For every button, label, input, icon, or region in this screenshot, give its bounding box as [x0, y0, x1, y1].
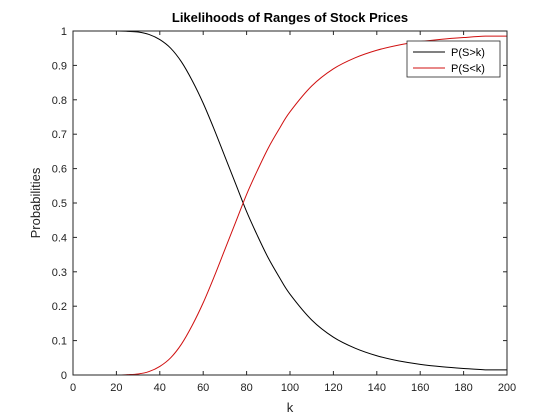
x-tick-label: 0 — [70, 382, 76, 394]
x-tick-label: 80 — [240, 382, 252, 394]
y-tick-label: 0 — [61, 370, 67, 382]
x-tick-label: 180 — [454, 382, 472, 394]
legend-label-series-2: P(S<k) — [451, 63, 485, 75]
y-tick-label: 0.7 — [52, 129, 67, 141]
series-line-2 — [73, 35, 508, 376]
series-line-1 — [73, 30, 508, 371]
series-layer — [73, 30, 508, 376]
y-tick-label: 0.8 — [52, 95, 67, 107]
y-tick-label: 0.6 — [52, 164, 67, 176]
legend: P(S>k) P(S<k) — [406, 40, 501, 78]
legend-box — [406, 40, 501, 78]
y-ticks: 0 0.1 0.2 0.3 0.4 0.5 0.6 0.7 0.8 0.9 1 — [52, 26, 507, 382]
y-axis-label: Probabilities — [28, 167, 43, 238]
x-axis-label: k — [287, 400, 294, 415]
x-tick-label: 120 — [324, 382, 342, 394]
x-tick-label: 140 — [368, 382, 386, 394]
y-tick-label: 0.3 — [52, 267, 67, 279]
plot-area — [73, 31, 507, 375]
y-tick-label: 0.1 — [52, 336, 67, 348]
y-tick-label: 0.4 — [52, 232, 67, 244]
legend-label-series-1: P(S>k) — [451, 47, 485, 59]
y-tick-label: 0.9 — [52, 60, 67, 72]
y-tick-label: 1 — [61, 26, 67, 38]
x-ticks: 0 20 40 60 80 100 120 140 160 180 200 — [70, 31, 516, 394]
y-tick-label: 0.2 — [52, 301, 67, 313]
chart-title: Likelihoods of Ranges of Stock Prices — [172, 10, 408, 25]
x-tick-label: 100 — [281, 382, 299, 394]
x-tick-label: 60 — [197, 382, 209, 394]
x-tick-label: 20 — [110, 382, 122, 394]
y-tick-label: 0.5 — [52, 198, 67, 210]
x-tick-label: 40 — [154, 382, 166, 394]
x-tick-label: 200 — [498, 382, 516, 394]
x-tick-label: 160 — [411, 382, 429, 394]
